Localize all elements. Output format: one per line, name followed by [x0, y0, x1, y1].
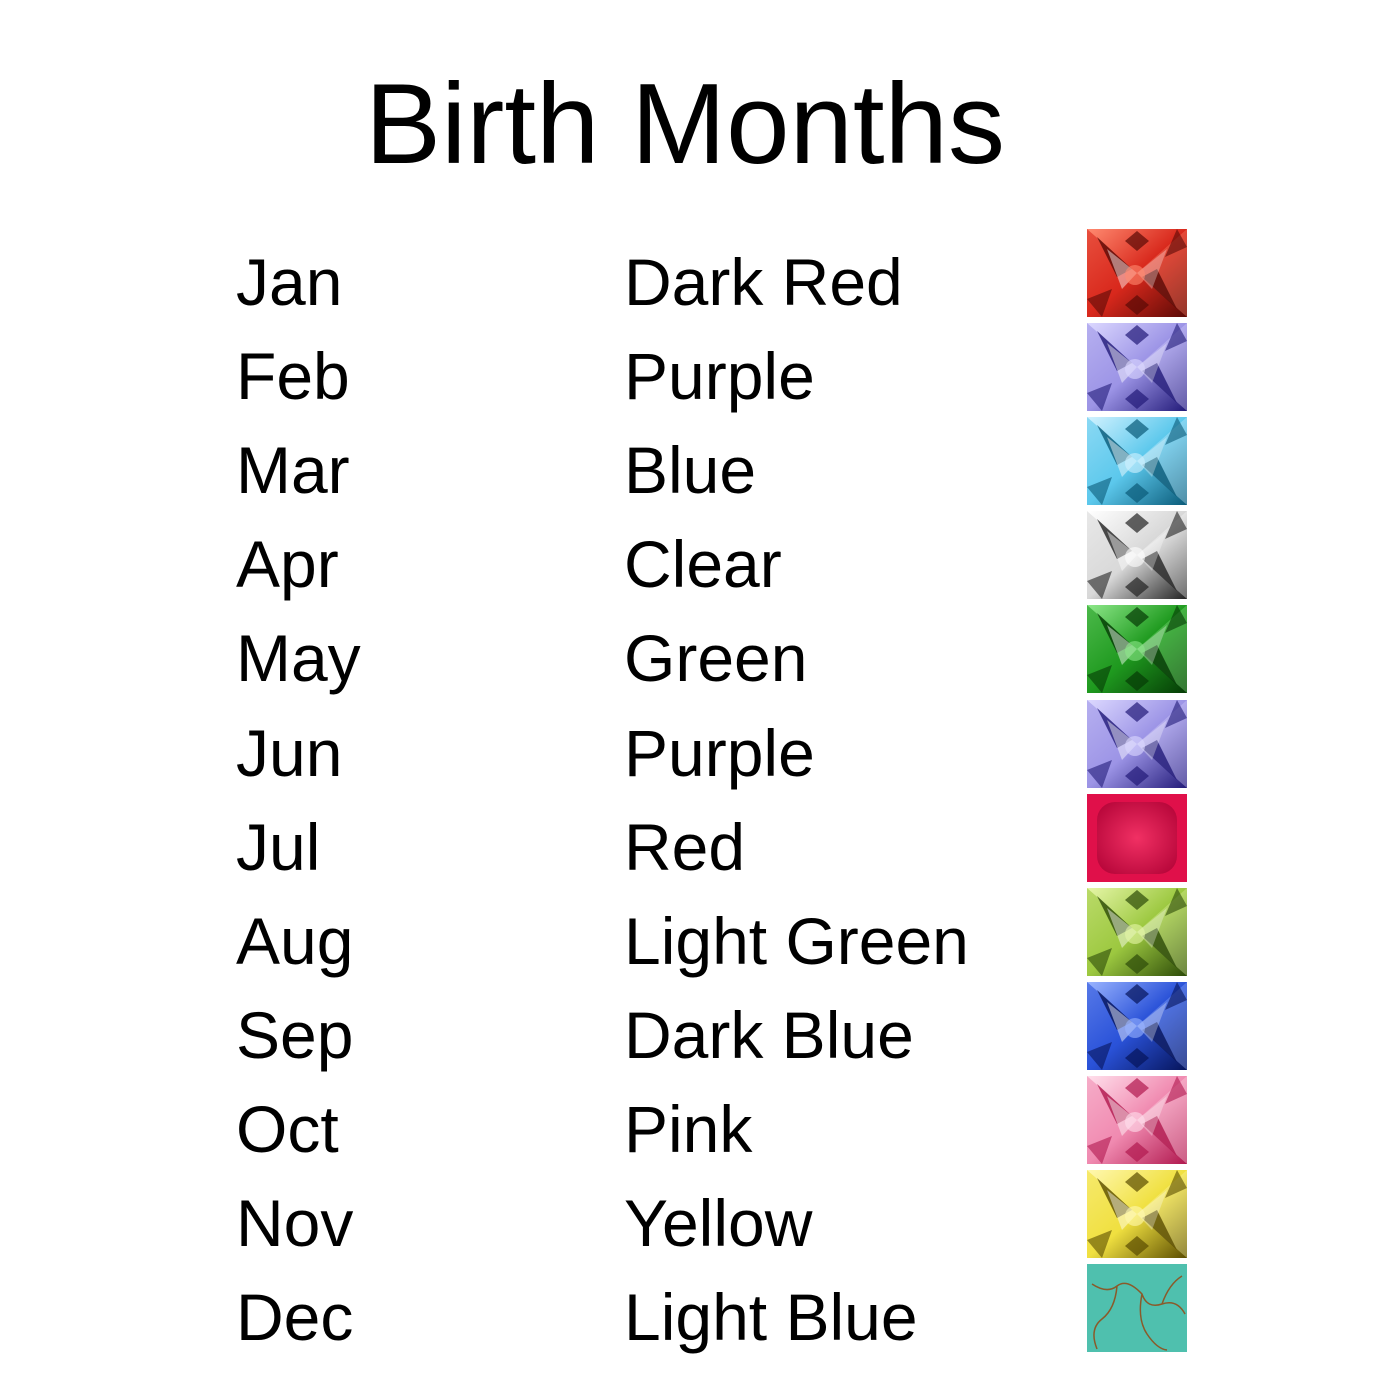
month-label: Mar	[236, 433, 350, 508]
table-row: Jun Purple	[0, 699, 1400, 800]
page-title: Birth Months	[365, 61, 1005, 188]
gem-swatch	[1087, 511, 1187, 600]
color-label: Light Blue	[624, 1280, 918, 1355]
table-row: Dec Light Blue	[0, 1264, 1400, 1364]
color-label: Green	[624, 621, 808, 696]
table-row: Mar Blue	[0, 417, 1400, 517]
gem-swatch	[1087, 1170, 1187, 1258]
gem-swatch	[1087, 1264, 1187, 1353]
color-label: Dark Blue	[624, 997, 914, 1072]
gem-swatch	[1087, 793, 1187, 882]
month-label: Sep	[236, 997, 354, 1072]
table-row: Jul Red	[0, 793, 1400, 894]
color-label: Clear	[624, 527, 782, 602]
color-label: Purple	[624, 715, 815, 790]
table-row: Jan Dark Red	[0, 229, 1400, 329]
gem-swatch	[1087, 229, 1187, 317]
gem-swatch	[1087, 887, 1187, 976]
color-label: Red	[624, 809, 746, 884]
gem-swatch	[1087, 605, 1187, 694]
month-label: May	[236, 621, 361, 696]
month-label: Oct	[236, 1091, 339, 1166]
month-label: Jun	[236, 715, 343, 790]
color-label: Yellow	[624, 1186, 813, 1260]
gem-swatch	[1087, 981, 1187, 1070]
table-row: Aug Light Green	[0, 887, 1400, 988]
table-row: Feb Purple	[0, 323, 1400, 423]
month-label: Apr	[236, 527, 339, 602]
month-label: Feb	[236, 339, 350, 414]
table-row: Nov Yellow	[0, 1170, 1400, 1270]
color-label: Blue	[624, 433, 757, 508]
gem-swatch	[1087, 1075, 1187, 1164]
color-label: Light Green	[624, 903, 969, 978]
month-label: Nov	[236, 1186, 354, 1260]
month-label: Dec	[236, 1280, 354, 1355]
month-label: Jul	[236, 809, 321, 884]
table-row: Sep Dark Blue	[0, 981, 1400, 1082]
gem-swatch	[1087, 417, 1187, 506]
month-label: Aug	[236, 903, 354, 978]
table-row: Oct Pink	[0, 1075, 1400, 1176]
table-row: May Green	[0, 605, 1400, 705]
table-row: Apr Clear	[0, 511, 1400, 611]
gem-swatch	[1087, 699, 1187, 788]
color-label: Purple	[624, 339, 815, 414]
gem-swatch	[1087, 323, 1187, 412]
color-label: Dark Red	[624, 245, 903, 319]
month-label: Jan	[236, 245, 343, 319]
color-label: Pink	[624, 1091, 753, 1166]
